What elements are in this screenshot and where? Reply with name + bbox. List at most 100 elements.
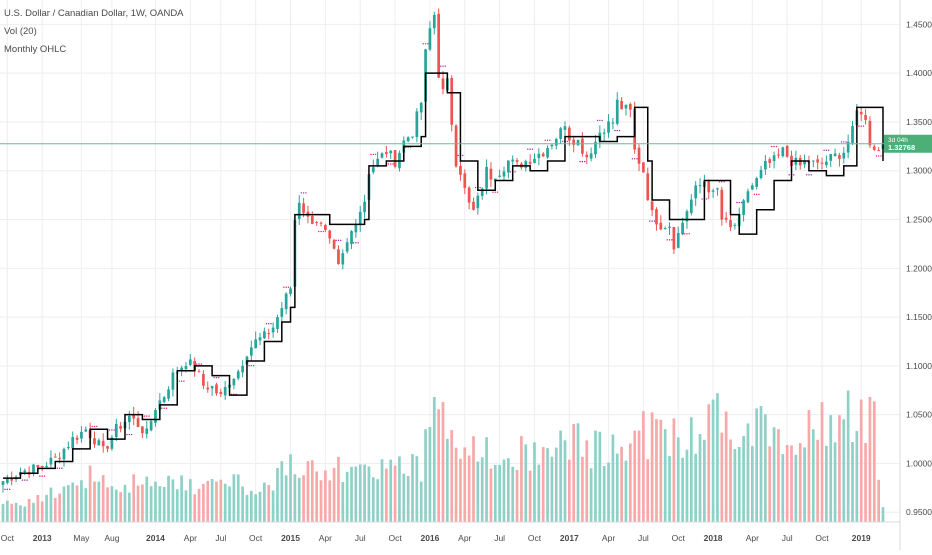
monthly-ohlc-study-label[interactable]: Monthly OHLC <box>4 44 67 55</box>
volume-bar <box>803 447 806 522</box>
volume-bar <box>833 442 837 522</box>
volume-bar <box>759 406 763 522</box>
pivot-dot <box>718 181 721 183</box>
candle-body <box>145 428 149 434</box>
candle-body <box>71 437 75 449</box>
volume-bar <box>180 475 183 522</box>
candle-body <box>328 230 332 239</box>
candle-body <box>851 125 854 144</box>
x-tick-label: May <box>73 533 90 543</box>
volume-bar <box>750 446 754 522</box>
volume-bar <box>459 458 462 522</box>
volume-bar <box>790 445 793 522</box>
volume-bar <box>267 484 271 522</box>
volume-bar <box>402 473 406 522</box>
volume-bar <box>393 465 397 522</box>
pivot-dot <box>39 475 41 477</box>
candle-body <box>136 418 140 427</box>
candle-body <box>341 253 345 265</box>
volume-bar <box>319 480 323 522</box>
candle-body <box>319 222 323 224</box>
y-tick-label: 1.00000 <box>906 458 932 468</box>
pivot-dot <box>340 239 342 242</box>
x-tick-label: Oct <box>388 533 402 543</box>
candle-body <box>868 120 872 146</box>
pivot-dot <box>618 129 621 132</box>
volume-bar <box>794 454 798 522</box>
volume-bar <box>88 465 92 522</box>
volume-bar <box>350 466 353 522</box>
pivot-dot <box>862 125 865 127</box>
volume-bar <box>576 423 580 522</box>
candle-body <box>66 447 70 449</box>
pivot-dot <box>61 467 63 469</box>
candle-body <box>84 429 88 432</box>
x-tick-label: Oct <box>1 533 15 543</box>
volume-bar <box>685 449 689 522</box>
pivot-dot <box>58 467 61 469</box>
y-tick-label: 1.40000 <box>906 68 932 78</box>
pivot-dot <box>666 239 668 241</box>
candle-body <box>441 78 445 90</box>
volume-bar <box>27 498 31 522</box>
volume-bar <box>62 486 66 522</box>
volume-bar <box>607 462 610 522</box>
pivot-dot <box>352 242 355 244</box>
candle-body <box>659 222 663 230</box>
candle-body <box>267 333 271 335</box>
candle-body <box>197 371 201 373</box>
volume-bar <box>419 481 423 522</box>
volume-bar <box>154 481 157 522</box>
volume-bar <box>485 437 488 522</box>
volume-bar <box>1 503 5 522</box>
candle-body <box>114 423 118 438</box>
candle-body <box>607 121 610 133</box>
candle-body <box>202 373 205 386</box>
candle-body <box>437 13 440 78</box>
candle-body <box>315 221 319 223</box>
volume-study-label[interactable]: Vol (20) <box>4 26 37 37</box>
price-countdown: 3d 04h <box>888 137 908 144</box>
pivot-dot <box>178 380 181 382</box>
x-tick-label: Apr <box>184 533 197 543</box>
pivot-dot <box>668 239 671 241</box>
volume-bar <box>511 466 515 522</box>
pivot-dot <box>370 153 372 156</box>
volume-bar <box>781 454 785 522</box>
volume-bar <box>106 487 109 522</box>
candle-body <box>32 464 35 474</box>
volume-bar <box>811 429 815 522</box>
volume-bar <box>158 486 162 522</box>
pivot-dot <box>531 148 534 150</box>
volume-bar <box>733 448 737 522</box>
volume-bar <box>476 461 480 522</box>
symbol-title[interactable]: U.S. Dollar / Canadian Dollar, 1W, OANDA <box>4 8 184 19</box>
volume-bar <box>385 468 388 522</box>
candle-body <box>528 161 532 164</box>
pivot-dot <box>422 43 424 45</box>
volume-bar <box>19 505 22 522</box>
volume-bar <box>167 475 170 522</box>
volume-bar <box>210 478 214 522</box>
volume-bar <box>249 490 253 522</box>
candle-body <box>515 160 519 162</box>
candle-body <box>711 190 715 192</box>
y-tick-label: 1.30000 <box>906 166 932 176</box>
candle-body <box>572 139 576 145</box>
volume-bar <box>71 482 75 522</box>
x-tick-label: Oct <box>672 533 686 543</box>
volume-bar <box>711 399 715 522</box>
pivot-dot <box>845 141 847 143</box>
candle-body <box>864 115 867 120</box>
pivot-dot <box>163 407 165 409</box>
volume-bar <box>663 429 667 522</box>
pivot-dot <box>248 364 250 367</box>
candle-body <box>546 148 549 158</box>
volume-bar <box>324 470 327 522</box>
volume-bar <box>358 464 362 522</box>
volume-bar <box>672 418 676 522</box>
